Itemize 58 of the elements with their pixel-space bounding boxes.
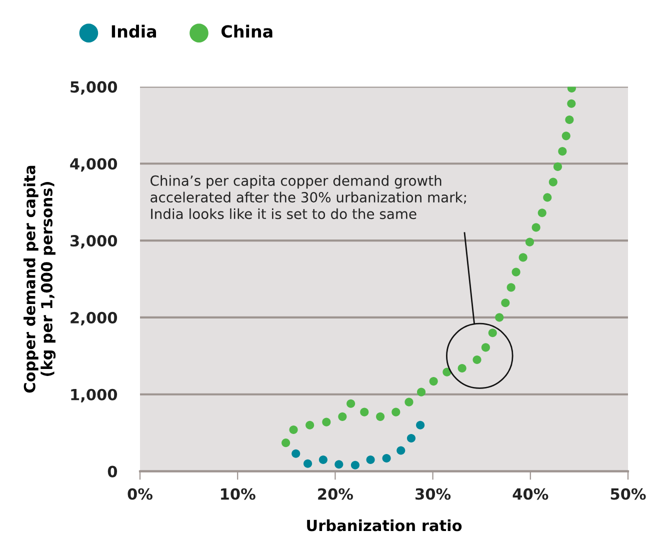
y-tick-label: 2,000 bbox=[70, 312, 118, 326]
point bbox=[565, 115, 574, 124]
x-tick-label: 30% bbox=[416, 488, 451, 500]
point bbox=[289, 425, 298, 434]
point bbox=[429, 377, 438, 386]
point bbox=[334, 460, 344, 469]
point bbox=[404, 398, 414, 406]
point bbox=[543, 193, 552, 202]
point bbox=[306, 420, 314, 430]
point bbox=[506, 283, 516, 292]
point bbox=[417, 388, 426, 396]
x-tick-label: 0% bbox=[128, 488, 152, 500]
point bbox=[538, 208, 546, 218]
point bbox=[396, 446, 406, 455]
point bbox=[292, 449, 300, 458]
point bbox=[567, 99, 576, 108]
legend-label: China bbox=[221, 24, 272, 38]
point bbox=[382, 454, 391, 463]
point bbox=[346, 399, 356, 408]
annotation: China’s per capita copper demand growth accelerated after the 30% urbanization mark; India looks like it is set to do the same bbox=[150, 175, 466, 220]
y-tick-label: 5,000 bbox=[70, 81, 118, 95]
x-tick-label: 10% bbox=[221, 488, 256, 500]
point bbox=[495, 313, 504, 322]
point bbox=[532, 223, 540, 232]
point bbox=[548, 178, 558, 186]
y-tick-label: 4,000 bbox=[70, 158, 118, 172]
point bbox=[501, 298, 510, 308]
point bbox=[360, 408, 369, 416]
point bbox=[406, 434, 416, 443]
legend-label: India bbox=[112, 24, 156, 38]
point bbox=[366, 455, 375, 464]
point bbox=[350, 460, 360, 470]
point bbox=[553, 162, 562, 171]
point bbox=[282, 438, 290, 448]
x-tick-label: 20% bbox=[318, 488, 353, 500]
x-tick-label: 40% bbox=[512, 488, 548, 500]
point bbox=[416, 420, 425, 430]
point bbox=[472, 355, 482, 364]
point bbox=[322, 418, 331, 426]
point bbox=[392, 408, 400, 416]
point bbox=[512, 268, 520, 276]
y-tick-label: 0 bbox=[108, 466, 118, 478]
y-tick-label: 1,000 bbox=[71, 388, 118, 402]
point bbox=[525, 238, 534, 246]
point bbox=[458, 364, 466, 373]
point bbox=[318, 455, 328, 464]
point bbox=[488, 328, 497, 338]
point bbox=[562, 132, 570, 140]
x-tick-label: 50% bbox=[610, 488, 646, 500]
point bbox=[481, 343, 490, 352]
y-axis-title: Copper demand per capita (kg per 1,000 persons) bbox=[24, 166, 56, 393]
point bbox=[303, 459, 312, 468]
point bbox=[558, 147, 567, 156]
x-axis-title: Urbanization ratio bbox=[307, 519, 462, 532]
point bbox=[338, 412, 347, 421]
point bbox=[518, 253, 528, 262]
y-tick-label: 3,000 bbox=[70, 235, 118, 249]
point bbox=[376, 412, 385, 421]
